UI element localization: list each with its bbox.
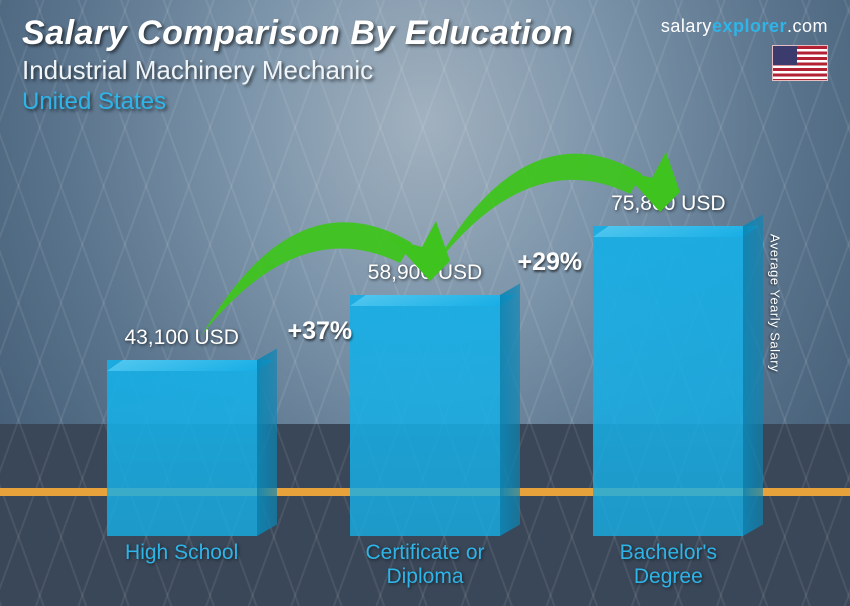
bar-label: Certificate orDiploma — [323, 541, 526, 596]
bar-value: 43,100 USD — [124, 326, 238, 350]
bar-top-face — [350, 295, 516, 306]
increase-percentage: +29% — [518, 248, 583, 277]
bar-label: High School — [80, 541, 283, 596]
bar-side-face — [257, 348, 277, 536]
y-axis-label: Average Yearly Salary — [767, 234, 782, 372]
brand-part2: explorer — [712, 16, 787, 36]
bar-label: Bachelor'sDegree — [567, 541, 770, 596]
country-name: United States — [22, 88, 828, 116]
bar-wrap: 75,800 USD — [567, 192, 770, 536]
bar — [350, 295, 500, 536]
bar — [107, 360, 257, 536]
bar-side-face — [500, 283, 520, 536]
bar-wrap: 58,900 USD — [323, 261, 526, 536]
labels-container: High School Certificate orDiploma Bachelor… — [80, 541, 770, 596]
brand-part3: .com — [787, 16, 828, 36]
brand-text: salaryexplorer.com — [661, 16, 828, 37]
brand-part1: salary — [661, 16, 712, 36]
bar — [593, 226, 743, 536]
bar-top-face — [593, 226, 759, 237]
bar-top-face — [107, 360, 273, 371]
bar-value: 75,800 USD — [611, 192, 725, 216]
bars-container: 43,100 USD 58,900 USD 75,800 USD — [80, 130, 770, 536]
bar-front-face — [107, 360, 257, 536]
bar-value: 58,900 USD — [368, 261, 482, 285]
us-flag-icon — [772, 45, 828, 81]
increase-percentage: +37% — [288, 317, 353, 346]
bar-chart: 43,100 USD 58,900 USD 75,800 USD High Scho… — [0, 130, 850, 606]
bar-side-face — [743, 214, 763, 536]
bar-wrap: 43,100 USD — [80, 326, 283, 536]
bar-front-face — [593, 226, 743, 536]
bar-front-face — [350, 295, 500, 536]
brand: salaryexplorer.com — [661, 16, 828, 81]
